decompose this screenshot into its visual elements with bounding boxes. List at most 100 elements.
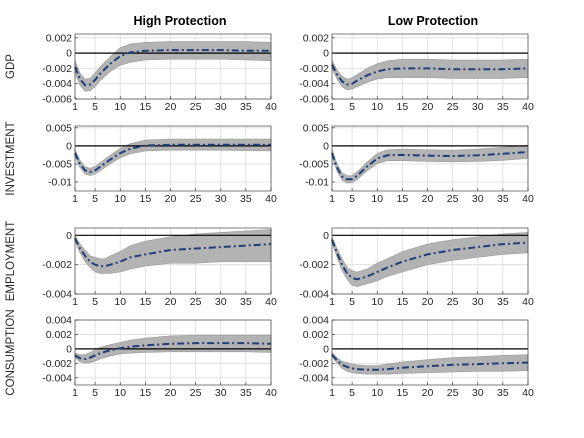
- x-tick-label: 40: [522, 296, 534, 308]
- y-tick-label: 0: [323, 140, 329, 152]
- y-tick-label: 0.005: [46, 122, 72, 134]
- y-tick-label: -0.002: [299, 358, 329, 370]
- x-tick-label: 35: [497, 193, 509, 205]
- x-tick-label: 35: [240, 193, 252, 205]
- x-tick-label: 30: [215, 193, 227, 205]
- x-tick-label: 30: [472, 193, 484, 205]
- x-tick-label: 20: [165, 193, 177, 205]
- x-tick-label: 25: [447, 387, 459, 399]
- x-tick-label: 40: [265, 101, 277, 113]
- x-tick-label: 10: [114, 296, 126, 308]
- y-tick-label: -0.004: [42, 289, 72, 301]
- row-label-employment: EMPLOYMENT: [5, 221, 17, 302]
- x-tick-label: 35: [240, 296, 252, 308]
- x-tick-label: 1: [329, 296, 335, 308]
- axes-frame: [331, 227, 529, 295]
- y-tick-label: 0: [323, 230, 329, 242]
- x-tick-label: 5: [349, 193, 355, 205]
- x-tick-label: 15: [397, 101, 409, 113]
- y-tick-label: 0.002: [46, 32, 72, 44]
- x-tick-label: 20: [422, 101, 434, 113]
- y-tick-label: -0.01: [48, 176, 72, 188]
- x-tick-label: 30: [215, 387, 227, 399]
- x-tick-label: 25: [447, 296, 459, 308]
- x-tick-label: 20: [422, 387, 434, 399]
- x-tick-label: 10: [371, 101, 383, 113]
- x-tick-label: 5: [92, 193, 98, 205]
- x-tick-label: 15: [140, 101, 152, 113]
- x-tick-label: 35: [240, 101, 252, 113]
- x-tick-label: 5: [92, 387, 98, 399]
- y-tick-label: -0.002: [42, 358, 72, 370]
- axes-frame: [74, 33, 272, 100]
- y-tick-label: 0: [66, 343, 72, 355]
- row-label-investment: INVESTMENT: [5, 121, 17, 195]
- y-tick-label: 0.002: [303, 329, 329, 341]
- y-tick-label: -0.01: [305, 176, 329, 188]
- y-tick-label: 0.002: [303, 32, 329, 44]
- plot-area: [332, 320, 528, 385]
- x-tick-label: 20: [422, 193, 434, 205]
- x-tick-label: 20: [165, 101, 177, 113]
- panel-consumption-high: 1 5 10 15 20 25 30 35 400.0040.0020-0.002-0.004C…: [5, 309, 277, 399]
- irf-median-line: [331, 354, 529, 371]
- x-tick-label: 10: [371, 193, 383, 205]
- y-tick-label: 0: [66, 140, 72, 152]
- axes-frame: [74, 125, 272, 192]
- y-tick-label: 0: [66, 230, 72, 242]
- x-tick-label: 20: [165, 387, 177, 399]
- x-tick-label: 1: [72, 101, 78, 113]
- y-tick-label: -0.006: [299, 94, 329, 106]
- axes-frame: [331, 33, 529, 100]
- x-tick-label: 20: [422, 296, 434, 308]
- axes-frame: [331, 125, 529, 192]
- x-tick-label: 40: [522, 101, 534, 113]
- y-tick-label: 0.002: [46, 329, 72, 341]
- y-tick-label: -0.004: [299, 372, 329, 384]
- y-tick-label: 0: [323, 343, 329, 355]
- x-tick-label: 30: [215, 296, 227, 308]
- y-tick-label: -0.002: [299, 63, 329, 75]
- y-tick-label: 0.004: [303, 315, 329, 327]
- y-tick-label: -0.004: [299, 78, 329, 90]
- y-tick-label: 0: [66, 48, 72, 60]
- irf-median-line: [331, 151, 529, 181]
- y-tick-label: -0.002: [299, 259, 329, 271]
- irf-median-line: [74, 49, 271, 87]
- row-label-consumption: CONSUMPTION: [5, 309, 17, 395]
- x-tick-label: 15: [140, 296, 152, 308]
- irf-median-line: [74, 342, 272, 361]
- x-tick-label: 15: [397, 296, 409, 308]
- x-tick-label: 1: [72, 193, 78, 205]
- x-tick-label: 30: [215, 101, 227, 113]
- x-tick-label: 15: [397, 193, 409, 205]
- y-tick-label: -0.002: [42, 63, 72, 75]
- x-tick-label: 10: [114, 101, 126, 113]
- x-tick-label: 25: [447, 101, 459, 113]
- x-tick-label: 5: [92, 101, 98, 113]
- x-tick-label: 10: [114, 193, 126, 205]
- x-tick-label: 15: [140, 387, 152, 399]
- axes-frame: [331, 319, 529, 386]
- column-title-low-protection: Low Protection: [387, 14, 479, 28]
- x-tick-label: 30: [472, 296, 484, 308]
- x-tick-label: 5: [349, 101, 355, 113]
- x-tick-label: 15: [397, 387, 409, 399]
- y-tick-label: -0.004: [42, 78, 72, 90]
- axes-frame: [74, 227, 272, 295]
- x-tick-label: 30: [472, 387, 484, 399]
- panel-investment-high: 1 5 10 15 20 25 30 35 400.0050-0.005-0.01INVESTM…: [5, 121, 277, 205]
- x-tick-label: 25: [190, 101, 202, 113]
- x-tick-label: 35: [240, 387, 252, 399]
- y-tick-label: -0.005: [42, 158, 72, 170]
- x-tick-label: 10: [371, 296, 383, 308]
- x-tick-label: 35: [497, 101, 509, 113]
- x-tick-label: 35: [497, 296, 509, 308]
- y-tick-label: -0.004: [42, 372, 72, 384]
- x-tick-label: 40: [265, 296, 277, 308]
- x-tick-label: 25: [190, 193, 202, 205]
